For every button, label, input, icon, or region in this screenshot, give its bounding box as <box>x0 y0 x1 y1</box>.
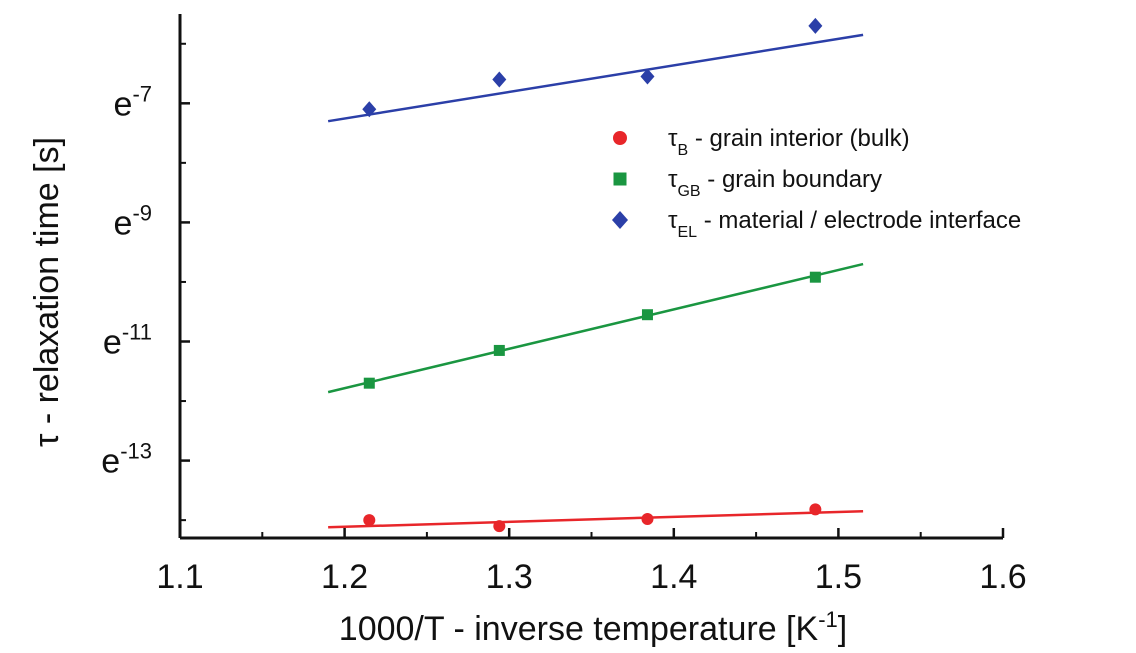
y-tick-label: e-9 <box>114 200 152 242</box>
data-point-bulk <box>493 520 506 533</box>
legend-marker-bulk <box>613 131 627 145</box>
fit-line-grain-boundary <box>327 262 864 394</box>
legend-marker-grain-boundary <box>613 172 627 186</box>
data-point-grain-boundary <box>809 271 821 283</box>
y-tick-label: e-11 <box>103 320 152 362</box>
x-tick-label: 1.3 <box>486 558 533 596</box>
x-axis-title: 1000/T - inverse temperature [K-1] <box>339 607 847 648</box>
x-tick-label: 1.5 <box>815 558 862 596</box>
data-point-electrode <box>808 17 823 34</box>
data-point-bulk <box>363 514 376 527</box>
data-point-bulk <box>641 512 654 525</box>
axes: 1.1 1.2 1.3 1.4 1.5 1.6 e-7 e-9 e-11 e-13 <box>101 14 1027 596</box>
data-point-grain-boundary <box>363 377 375 389</box>
fit-line-electrode <box>327 33 864 123</box>
fit-line-bulk <box>328 509 864 529</box>
x-tick-label: 1.1 <box>156 558 203 596</box>
data-point-electrode <box>492 71 507 88</box>
data-point-electrode <box>640 68 655 85</box>
legend: τB - grain interior (bulk) τGB - grain bo… <box>612 125 1021 241</box>
plot-area <box>327 17 864 533</box>
data-point-grain-boundary <box>493 344 505 356</box>
x-tick-label: 1.4 <box>650 558 697 596</box>
legend-label-grain-boundary: τGB - grain boundary <box>668 166 882 200</box>
x-tick-label: 1.2 <box>321 558 368 596</box>
legend-label-electrode: τEL - material / electrode interface <box>668 207 1021 241</box>
legend-label-bulk: τB - grain interior (bulk) <box>668 125 910 159</box>
data-point-bulk <box>809 503 822 516</box>
y-tick-label: e-13 <box>101 439 152 481</box>
data-point-grain-boundary <box>641 309 653 321</box>
x-tick-label: 1.6 <box>979 558 1026 596</box>
y-tick-label: e-7 <box>114 81 152 123</box>
data-point-electrode <box>362 101 377 118</box>
y-axis-title: τ - relaxation time [s] <box>28 137 66 447</box>
legend-marker-electrode <box>612 211 628 229</box>
